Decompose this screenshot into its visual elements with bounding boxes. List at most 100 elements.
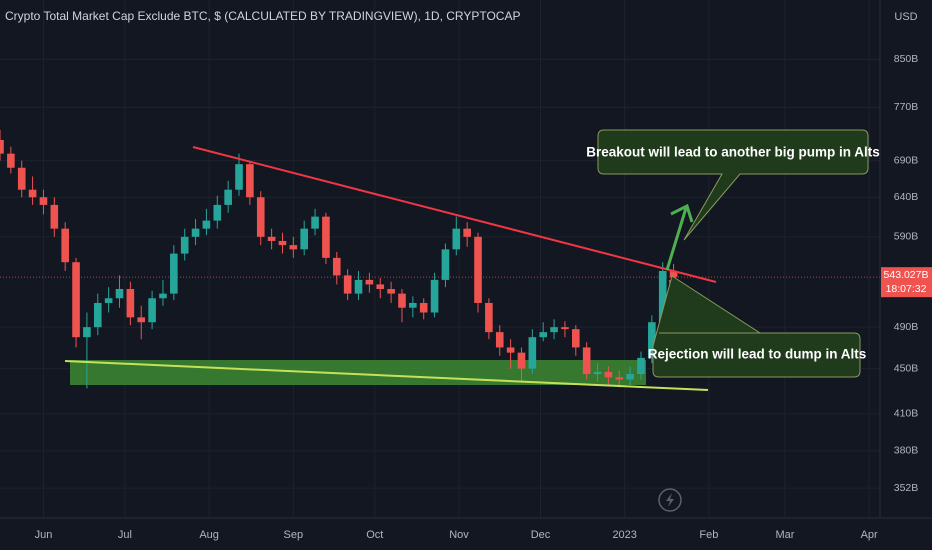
candle-body	[648, 322, 656, 358]
candle-body	[289, 245, 298, 250]
support-zone	[70, 360, 646, 385]
candle-body	[332, 257, 341, 276]
candle-body	[593, 371, 602, 375]
candle-body	[365, 279, 374, 285]
candle-body	[343, 275, 352, 294]
candle-body	[474, 236, 482, 303]
candle-body	[256, 197, 265, 237]
candle-body	[539, 332, 548, 338]
callout-box	[652, 275, 861, 378]
candle-body	[419, 302, 428, 313]
candle-body	[202, 220, 211, 229]
lightning-icon[interactable]	[658, 488, 682, 512]
candle-body	[17, 167, 26, 190]
candle-body	[213, 204, 222, 221]
x-tick-label: Oct	[366, 529, 383, 541]
candle-body	[126, 288, 135, 318]
candle-body	[278, 240, 287, 246]
last-price-tag	[881, 267, 932, 298]
candles	[0, 129, 678, 389]
candle-body	[637, 357, 645, 375]
candle-body	[224, 189, 232, 205]
up-arrow-head	[670, 203, 694, 223]
y-tick-label: 770B	[894, 101, 919, 113]
y-tick-label: 690B	[894, 154, 919, 166]
x-tick-label: Feb	[699, 529, 718, 541]
x-tick-label: Jun	[35, 529, 53, 541]
candle-body	[409, 302, 417, 308]
candle-body	[354, 279, 363, 294]
up-arrow	[665, 207, 688, 271]
candle-body	[550, 327, 558, 333]
candle-body	[235, 164, 243, 190]
candle-body	[170, 253, 178, 294]
candle-body	[669, 270, 678, 278]
candle-body	[148, 298, 156, 323]
time-axis	[0, 518, 932, 550]
candle-body	[104, 298, 113, 303]
candle-body	[93, 302, 102, 328]
candle-body	[517, 352, 526, 369]
candle-body	[246, 164, 254, 198]
candle-body	[452, 228, 461, 250]
y-tick-label: 410B	[894, 408, 919, 420]
chart-title: Crypto Total Market Cap Exclude BTC, $ (…	[5, 9, 520, 23]
annotation: Rejection will lead to dump in Alts	[648, 347, 867, 362]
x-tick-label: Dec	[531, 529, 551, 541]
candle-body	[180, 236, 189, 254]
candle-body	[300, 228, 308, 250]
x-tick-label: Jul	[118, 529, 132, 541]
x-tick-label: Nov	[449, 529, 469, 541]
candle-body	[604, 371, 613, 378]
candle-body	[39, 197, 48, 205]
y-tick-label: 850B	[894, 53, 919, 65]
y-tick-label: 640B	[894, 191, 919, 203]
candle-body	[83, 327, 91, 338]
candle-body	[137, 317, 146, 323]
x-tick-label: 2023	[612, 529, 636, 541]
candle-body	[495, 332, 504, 348]
candle-body	[50, 204, 59, 229]
y-tick-label: 450B	[894, 362, 919, 374]
candle-body	[159, 293, 167, 299]
candle-body	[463, 228, 471, 237]
y-tick-label: 590B	[894, 231, 919, 243]
candle-body	[387, 288, 395, 294]
y-tick-label: 490B	[894, 321, 919, 333]
x-tick-label: Mar	[775, 529, 794, 541]
x-tick-label: Aug	[199, 529, 219, 541]
countdown-label: 18:07:32	[886, 283, 927, 295]
last-price-label: 543.027B	[884, 269, 929, 281]
candle-body	[28, 189, 37, 198]
candle-body	[322, 216, 330, 258]
candle-body	[191, 228, 200, 237]
x-tick-label: Sep	[284, 529, 304, 541]
candle-body	[311, 216, 319, 229]
y-tick-label: 352B	[894, 482, 919, 494]
candle-body	[615, 377, 624, 380]
candle-body	[441, 249, 450, 280]
x-tick-label: Apr	[861, 529, 878, 541]
candle-body	[572, 329, 580, 348]
candle-body	[506, 347, 515, 353]
candle-body	[0, 139, 4, 154]
candle-body	[658, 270, 667, 323]
candle-body	[582, 347, 591, 375]
candle-body	[376, 284, 385, 289]
callout-box	[597, 129, 869, 241]
candle-body	[561, 327, 569, 330]
candle-body	[485, 302, 493, 333]
candle-body	[72, 262, 80, 338]
annotation: Breakout will lead to another big pump i…	[586, 145, 880, 160]
lightning-bolt	[666, 493, 674, 507]
candle-body	[626, 374, 634, 380]
support-line	[64, 360, 709, 391]
y-tick-label: 380B	[894, 445, 919, 457]
candle-body	[267, 236, 276, 241]
candle-body	[61, 228, 69, 263]
candle-body	[430, 279, 439, 313]
candle-body	[7, 153, 15, 168]
axes: 352B 380B 410B 450B 490B 590B 640B 690B 770B 850B…	[35, 53, 932, 541]
